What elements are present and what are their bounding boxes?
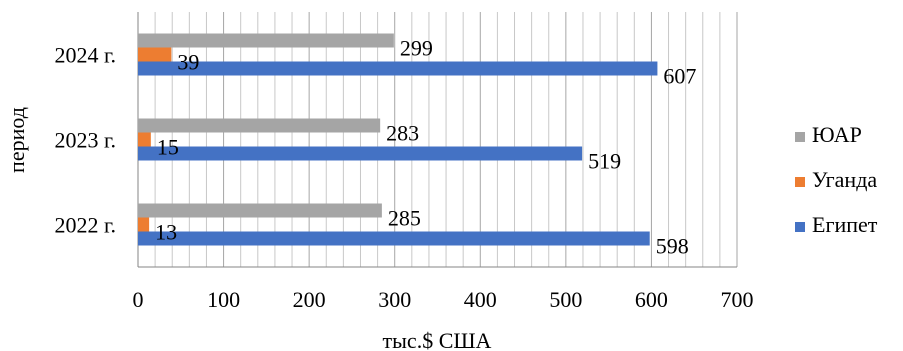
bar [138,203,382,218]
data-label: 299 [400,36,433,61]
y-axis-label: период [4,107,29,173]
legend-swatch [795,222,805,232]
data-label: 519 [588,149,621,174]
data-label: 15 [157,135,179,160]
bar [138,217,150,232]
x-tick-label: 0 [133,287,144,312]
legend: ЮАР Уганда Египет [795,122,878,237]
bar [138,61,658,76]
x-tick-label: 600 [635,287,668,312]
legend-swatch [795,132,805,142]
x-tick-label: 700 [721,287,754,312]
data-label: 285 [388,206,421,231]
bar [138,146,583,161]
x-tick-label: 500 [549,287,582,312]
x-tick-label: 200 [293,287,326,312]
y-tick-labels: 2022 г. 2023 г. 2024 г. [54,43,116,238]
data-label: 283 [386,121,419,146]
legend-label: Уганда [812,167,877,192]
y-tick-label: 2022 г. [54,213,116,238]
legend-item: Уганда [795,167,877,192]
data-label: 607 [663,64,696,89]
legend-item: Египет [795,212,878,237]
data-label: 13 [155,220,177,245]
x-tick-label: 100 [207,287,240,312]
data-label: 39 [177,50,199,75]
legend-swatch [795,177,805,187]
y-tick-label: 2023 г. [54,128,116,153]
gridlines [137,12,738,268]
bar [138,132,151,147]
legend-label: ЮАР [812,122,862,147]
y-tick-label: 2024 г. [54,43,116,68]
bar [138,33,394,48]
data-label: 598 [656,234,689,259]
x-tick-label: 400 [464,287,497,312]
bar [138,118,381,133]
bar [138,231,650,246]
x-axis-label: тыс.$ США [383,328,492,351]
x-tick-labels: 0 100 200 300 400 500 600 700 [133,287,754,312]
legend-label: Египет [812,212,878,237]
legend-item: ЮАР [795,122,862,147]
bar [138,47,172,62]
x-tick-label: 300 [378,287,411,312]
bars [138,33,658,246]
data-labels: 598 13 285 519 15 283 607 39 299 [155,36,696,259]
